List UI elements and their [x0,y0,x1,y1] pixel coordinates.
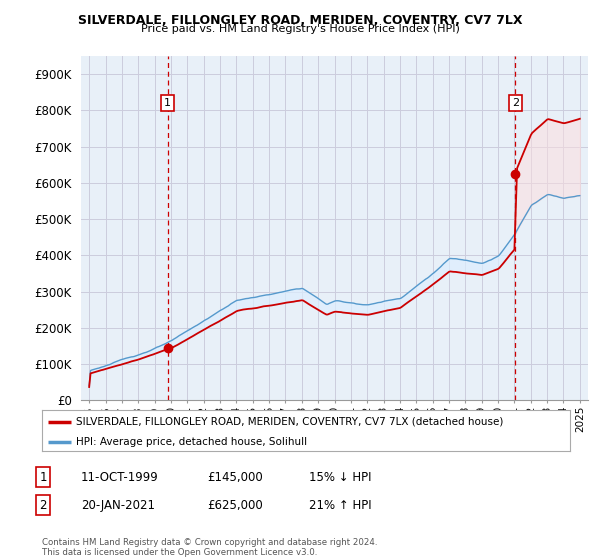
Text: 1: 1 [40,470,47,484]
Text: SILVERDALE, FILLONGLEY ROAD, MERIDEN, COVENTRY, CV7 7LX (detached house): SILVERDALE, FILLONGLEY ROAD, MERIDEN, CO… [76,417,503,427]
Text: HPI: Average price, detached house, Solihull: HPI: Average price, detached house, Soli… [76,437,307,447]
Text: 20-JAN-2021: 20-JAN-2021 [81,498,155,512]
Text: £145,000: £145,000 [207,470,263,484]
Text: SILVERDALE, FILLONGLEY ROAD, MERIDEN, COVENTRY, CV7 7LX: SILVERDALE, FILLONGLEY ROAD, MERIDEN, CO… [78,14,522,27]
Text: 2: 2 [40,498,47,512]
Text: 15% ↓ HPI: 15% ↓ HPI [309,470,371,484]
Text: 11-OCT-1999: 11-OCT-1999 [81,470,159,484]
Text: 2: 2 [512,98,519,108]
Text: 21% ↑ HPI: 21% ↑ HPI [309,498,371,512]
Text: 1: 1 [164,98,171,108]
Text: Contains HM Land Registry data © Crown copyright and database right 2024.
This d: Contains HM Land Registry data © Crown c… [42,538,377,557]
Text: Price paid vs. HM Land Registry's House Price Index (HPI): Price paid vs. HM Land Registry's House … [140,24,460,34]
Text: £625,000: £625,000 [207,498,263,512]
